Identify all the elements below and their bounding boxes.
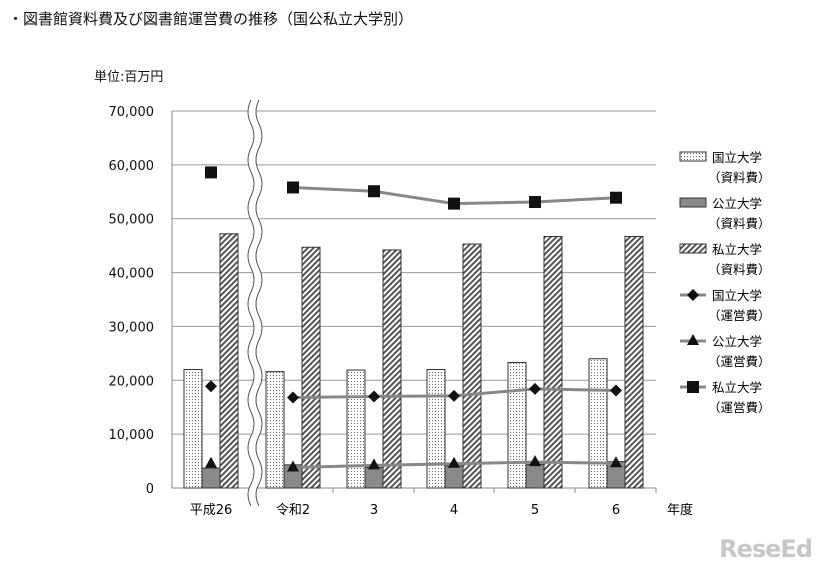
x-tick-label: 4 [450,503,458,518]
legend-marker [687,381,699,393]
data-point-square [368,185,380,198]
legend-label: 公立大学 [712,196,762,211]
bar [525,463,545,489]
data-point-triangle [610,456,622,468]
data-point-triangle [205,456,217,468]
bar [183,369,203,489]
legend-label: 公立大学 [712,334,762,349]
logo: ReseEd [719,535,813,563]
legend-swatch [679,197,707,208]
legend-label: 私立大学 [712,242,762,257]
data-point-diamond [287,391,299,404]
legend-swatch [679,243,707,254]
data-point-square [205,166,217,179]
data-point-square [287,181,299,194]
x-tick-label: 令和2 [276,503,310,518]
bar [588,358,608,489]
bar [346,369,366,489]
bar [201,467,221,489]
data-point-square [610,191,622,204]
y-tick-label: 60,000 [109,159,155,174]
bar [444,465,464,489]
data-point-diamond [529,382,541,395]
y-tick-label: 70,000 [109,105,155,120]
unit-label: 単位:百万円 [94,70,164,85]
bar [265,371,285,489]
data-point-triangle [448,456,460,468]
legend-label: （資料費） [708,170,771,185]
bar [426,369,446,489]
data-point-triangle [368,458,380,470]
bar [543,235,563,489]
x-axis-label: 年度 [667,502,693,518]
bar [219,233,239,489]
y-tick-label: 50,000 [109,213,155,228]
x-tick-label: 5 [531,503,539,518]
legend-label: （運営費） [708,308,771,323]
bar [382,249,402,489]
data-point-diamond [610,384,622,397]
bar [624,235,644,489]
legend-label: 私立大学 [712,380,762,395]
x-tick-label: 平成26 [190,503,233,518]
legend-label: （資料費） [708,262,771,277]
bar [462,243,482,489]
y-tick-label: 0 [146,482,154,497]
y-tick-label: 40,000 [109,267,155,282]
data-point-diamond [368,390,380,403]
x-tick-label: 3 [370,503,378,518]
y-tick-label: 20,000 [109,374,155,389]
axis-break [248,98,262,508]
legend-swatch [679,151,707,162]
legend-label: 国立大学 [712,288,762,303]
legend-label: （資料費） [708,216,771,231]
legend-marker [687,334,699,345]
legend-label: （運営費） [708,400,771,415]
bar [364,467,384,489]
data-point-square [448,197,460,210]
data-point-diamond [448,389,460,402]
data-point-diamond [205,380,217,393]
x-tick-label: 6 [612,503,620,518]
chart-title: ・図書館資料費及び図書館運営費の推移（国公私立大学別） [8,10,414,28]
bar [301,246,321,489]
axis-break-line [247,99,255,507]
data-point-triangle [287,460,299,472]
y-tick-label: 10,000 [109,428,155,443]
legend-label: （運営費） [708,354,771,369]
axis-break-line [255,99,263,507]
data-point-square [529,196,541,209]
data-point-triangle [529,455,541,467]
legend-marker [687,289,699,301]
y-tick-label: 30,000 [109,320,155,335]
bar [507,362,527,489]
legend-label: 国立大学 [712,150,762,165]
